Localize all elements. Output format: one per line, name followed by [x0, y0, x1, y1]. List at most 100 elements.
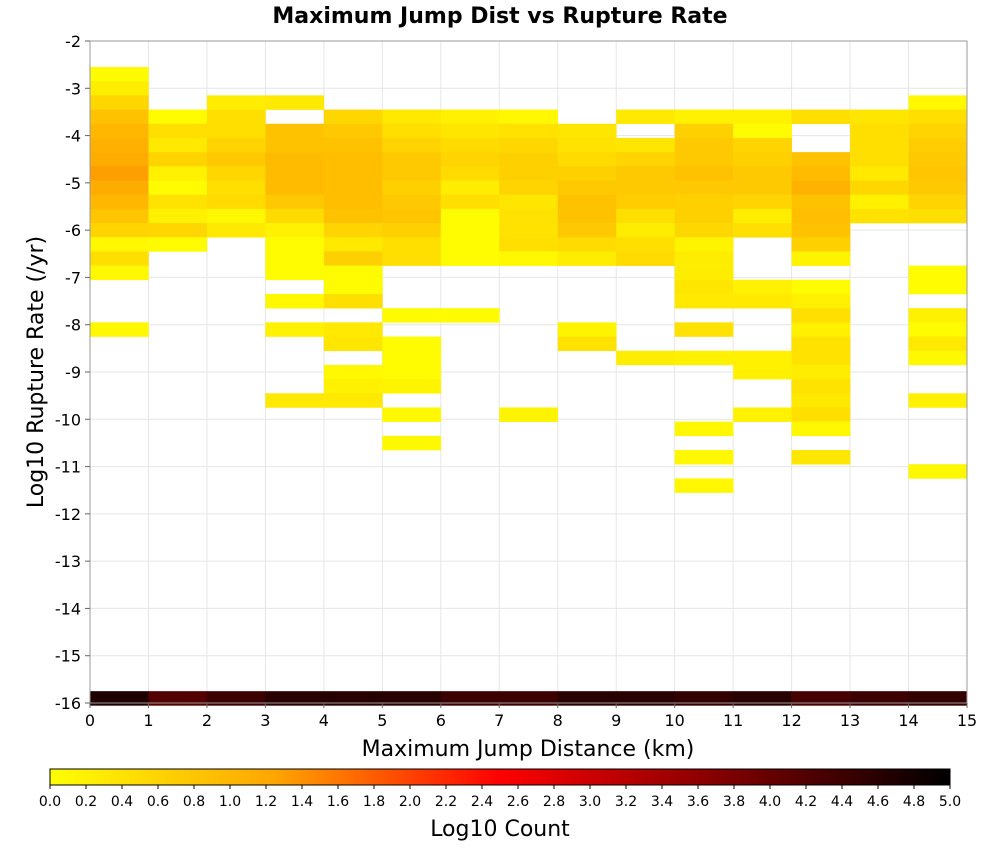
heatmap-cell	[323, 180, 383, 195]
heatmap-cell	[791, 166, 851, 181]
heatmap-cell	[674, 478, 734, 493]
heatmap-cell	[908, 464, 968, 479]
heatmap-cell	[265, 393, 325, 408]
heatmap-cell	[674, 194, 734, 210]
heatmap-cell	[908, 350, 968, 366]
x-tick-label: 2	[202, 711, 212, 730]
heatmap-cell	[440, 691, 500, 706]
heatmap-cell	[733, 137, 792, 153]
heatmap-cell	[440, 109, 500, 125]
heatmap-cell	[90, 251, 149, 266]
heatmap-cell	[499, 407, 559, 422]
heatmap-cell	[90, 180, 149, 195]
heatmap-cell	[791, 279, 851, 295]
x-tick-label: 14	[898, 711, 918, 730]
colorbar-tick-label: 1.2	[255, 794, 277, 810]
heatmap-cell	[499, 223, 559, 238]
heatmap-cell	[90, 194, 149, 210]
heatmap-cell	[440, 137, 500, 153]
heatmap-cell	[148, 194, 208, 210]
heatmap-cell	[791, 109, 851, 125]
heatmap-cell	[616, 194, 675, 210]
colorbar-tick-label: 3.0	[579, 794, 601, 810]
colorbar-tick-label: 2.4	[471, 794, 493, 810]
y-tick-label: -2	[65, 32, 81, 51]
heatmap-cell	[908, 109, 968, 125]
y-axis-ticks: -2 -3 -4 -5 -6 -7 -8 -9 -10 -11 -12 -13 -14 -15 -16	[55, 32, 90, 713]
x-tick-label: 5	[377, 711, 387, 730]
heatmap-cell	[557, 194, 617, 210]
heatmap-cell	[499, 237, 559, 252]
heatmap-cell	[148, 137, 208, 153]
heatmap-cell	[616, 208, 675, 224]
heatmap-cell	[908, 336, 968, 352]
heatmap-cell	[557, 123, 617, 139]
heatmap-cell	[616, 251, 675, 266]
heatmap-cell	[323, 237, 383, 252]
heatmap-cell	[499, 251, 559, 266]
heatmap-cell	[908, 137, 968, 153]
heatmap-cell	[90, 81, 149, 96]
heatmap-cell	[908, 322, 968, 337]
heatmap-cell	[323, 393, 383, 408]
heatmap-cell	[265, 237, 325, 252]
y-tick-label: -5	[65, 174, 81, 193]
colorbar-tick-label: 0.6	[147, 794, 169, 810]
heatmap-cell	[499, 208, 559, 224]
colorbar-tick-label: 1.4	[291, 794, 313, 810]
x-tick-label: 4	[319, 711, 329, 730]
heatmap-cell	[382, 237, 442, 252]
x-tick-label: 8	[553, 711, 563, 730]
heatmap-cell	[791, 322, 851, 337]
heatmap-cell	[382, 152, 442, 167]
colorbar-tick-label: 3.6	[687, 794, 709, 810]
heatmap-cell	[674, 322, 734, 337]
heatmap-cell	[557, 152, 617, 167]
x-tick-label: 15	[957, 711, 977, 730]
heatmap-cell	[382, 180, 442, 195]
heatmap-cell	[148, 691, 208, 706]
heatmap-cell	[499, 194, 559, 210]
heatmap-cell	[323, 123, 383, 139]
heatmap-cell	[499, 691, 559, 706]
heatmap-cell	[206, 180, 266, 195]
heatmap-cell	[674, 251, 734, 266]
heatmap-cell	[90, 152, 149, 167]
heatmap-cell	[440, 251, 500, 266]
heatmap-cell	[90, 109, 149, 125]
heatmap-cell	[323, 322, 383, 337]
heatmap-cell	[791, 180, 851, 195]
heatmap-cell	[616, 137, 675, 153]
heatmap-cell	[850, 194, 909, 210]
heatmap-cell	[791, 350, 851, 366]
heatmap-cell	[616, 180, 675, 195]
heatmap-cell	[440, 166, 500, 181]
heatmap-cell	[148, 237, 208, 252]
x-tick-label: 1	[143, 711, 153, 730]
heatmap-cell	[791, 691, 851, 706]
heatmap-cell	[557, 251, 617, 266]
heatmap-cell	[616, 350, 675, 366]
heatmap-cell	[674, 237, 734, 252]
heatmap-cell	[850, 137, 909, 153]
y-tick-label: -9	[65, 363, 81, 382]
heatmap-cell	[557, 322, 617, 337]
heatmap-cell	[440, 208, 500, 224]
heatmap-cell	[382, 223, 442, 238]
heatmap-cell	[206, 208, 266, 224]
x-tick-label: 9	[611, 711, 621, 730]
heatmap-cell	[733, 279, 792, 295]
heatmap-cell	[674, 109, 734, 125]
heatmap-cell	[323, 279, 383, 295]
heatmap-cell	[674, 123, 734, 139]
x-tick-label: 10	[664, 711, 684, 730]
heatmap-cell	[908, 279, 968, 295]
heatmap-cell	[674, 450, 734, 465]
heatmap-cell	[557, 237, 617, 252]
heatmap-cell	[733, 350, 792, 366]
heatmap-cell	[90, 691, 149, 706]
heatmap-cell	[382, 109, 442, 125]
heatmap-cell	[323, 166, 383, 181]
heatmap-cell	[148, 123, 208, 139]
y-tick-label: -15	[55, 647, 81, 666]
